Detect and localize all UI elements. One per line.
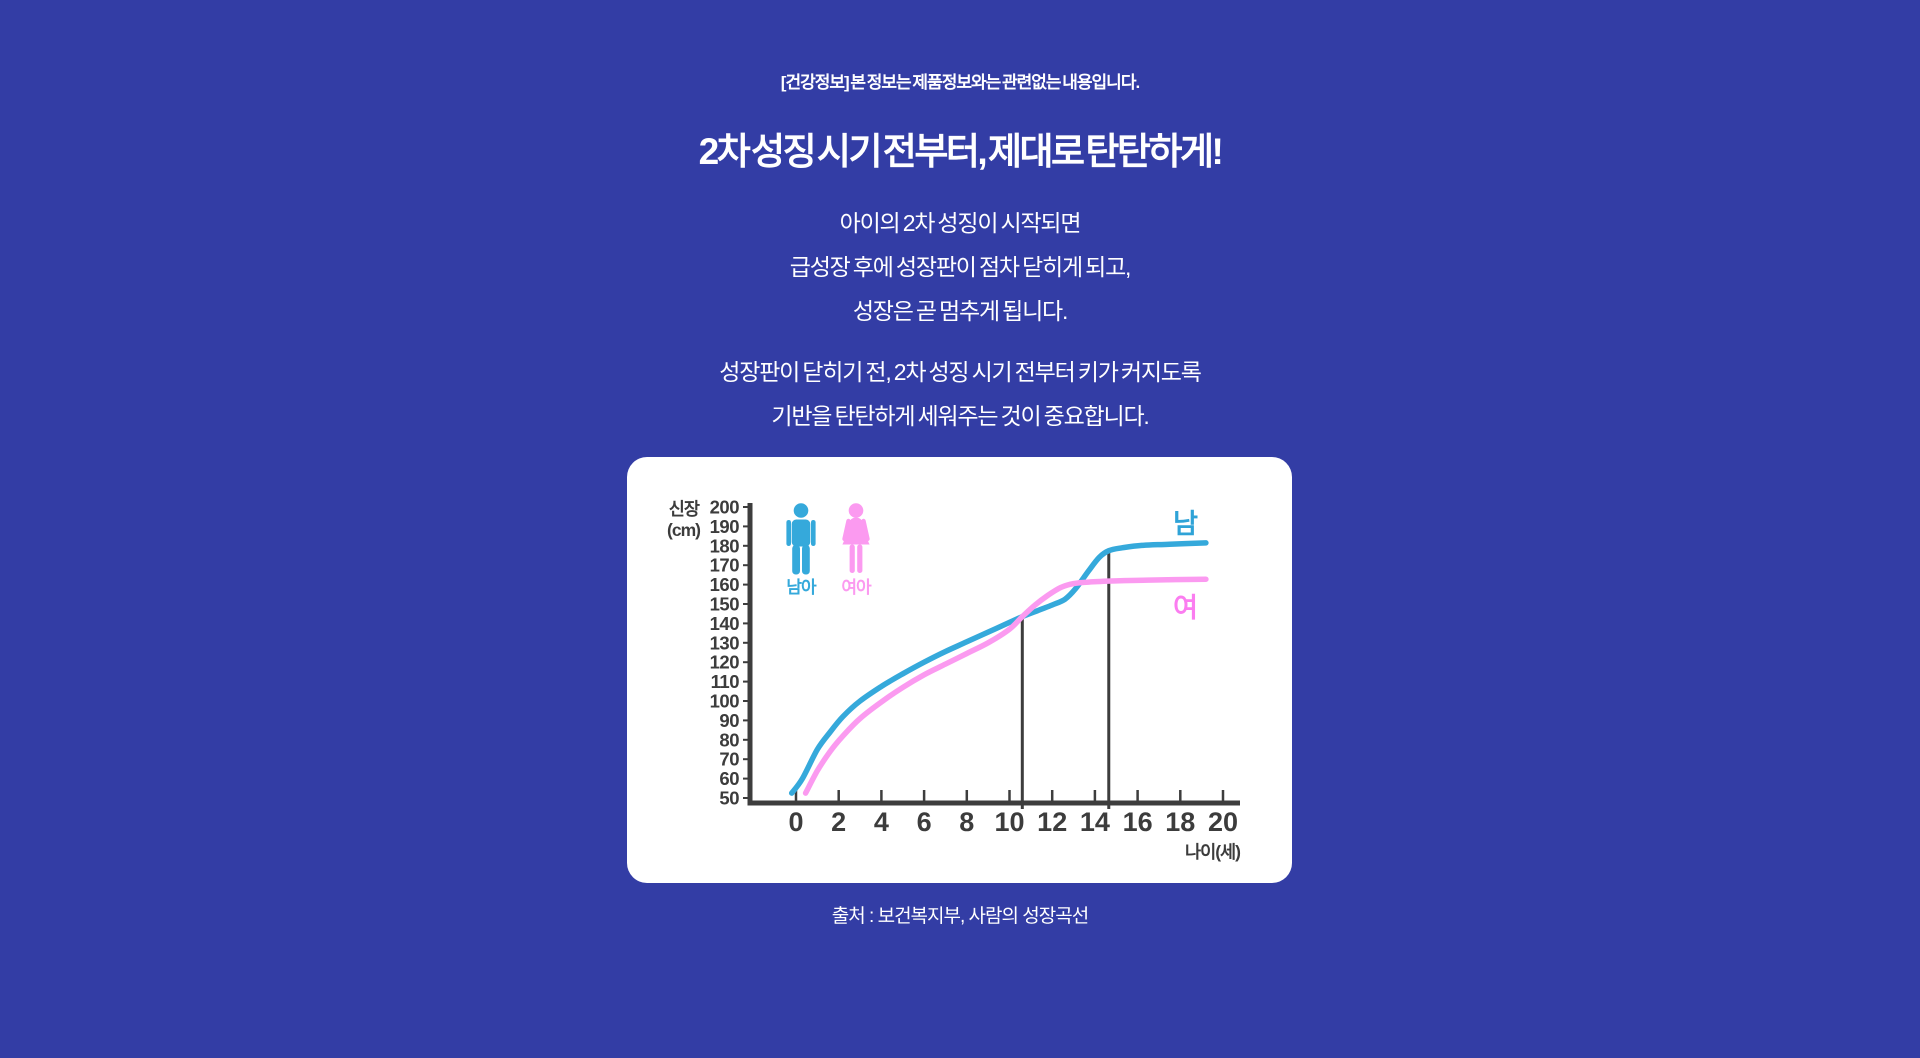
x-tick-label: 18	[1165, 807, 1195, 837]
y-tick-label: 70	[719, 749, 739, 770]
x-tick-label: 2	[831, 807, 846, 837]
legend-label-female: 여아	[841, 578, 872, 597]
series-label-female: 여	[1173, 593, 1197, 623]
male-icon-arm-left	[786, 520, 791, 546]
y-tick-label: 130	[710, 632, 740, 653]
x-tick-label: 0	[788, 807, 803, 837]
y-tick-label: 80	[719, 729, 739, 750]
y-tick-label: 150	[710, 594, 740, 615]
curve-female	[802, 576, 1209, 796]
male-icon-head	[793, 503, 809, 518]
growth-chart-card: 200 190 180 170 160 150 140 130 120 110 100 90 80 70 6…	[627, 457, 1292, 883]
emphasis-paragraph: 성장판이 닫히기 전, 2차 성징 시기 전부터 키가 커지도록 기반을 탄탄하…	[0, 350, 1920, 438]
y-tick-label: 60	[719, 768, 739, 789]
series-label-male: 남	[1173, 509, 1198, 539]
female-icon-head	[848, 503, 864, 518]
x-axis-title: 나이(세)	[1185, 842, 1240, 862]
y-tick-label: 190	[710, 516, 740, 537]
intro-line-2: 급성장 후에 성장판이 점차 닫히게 되고,	[789, 254, 1132, 280]
female-icon-leg-left	[849, 544, 855, 573]
y-tick-label: 170	[710, 555, 740, 576]
male-icon-leg-right	[802, 545, 810, 575]
page-title: 2차 성징 시기 전부터, 제대로 탄탄하게!	[698, 131, 1224, 172]
y-tick-label: 140	[710, 613, 740, 634]
y-tick-label: 110	[711, 671, 740, 692]
y-axis-title-line1: 신장	[669, 499, 700, 519]
intro-paragraph: 아이의 2차 성징이 시작되면 급성장 후에 성장판이 점차 닫히게 되고, 성…	[0, 201, 1920, 333]
y-tick-label: 50	[719, 788, 739, 809]
male-icon-arm-right	[811, 520, 816, 546]
male-icon-leg-left	[792, 545, 800, 575]
x-tick-label: 16	[1123, 807, 1153, 837]
y-tick-label: 120	[710, 652, 740, 673]
disclaimer-text: [건강정보] 본 정보는 제품정보와는 관련없는 내용입니다.	[780, 73, 1140, 92]
intro-line-1: 아이의 2차 성징이 시작되면	[839, 210, 1082, 236]
intro-line-3: 성장은 곧 멈추게 됩니다.	[852, 298, 1069, 324]
x-tick-label: 14	[1080, 807, 1110, 837]
source-caption: 출처 : 보건복지부, 사람의 성장곡선	[831, 906, 1089, 927]
x-tick-label: 4	[874, 807, 889, 837]
x-tick-label: 8	[959, 807, 974, 837]
y-tick-label: 180	[710, 535, 740, 556]
female-icon-dress	[842, 517, 870, 545]
x-tick-label: 6	[917, 807, 932, 837]
legend-label-male: 남아	[786, 578, 817, 597]
y-tick-label: 90	[719, 710, 739, 731]
male-icon-torso	[791, 519, 811, 547]
female-icon-arm-left	[842, 518, 851, 542]
growth-chart-svg: 2001901801701601501401301201101009080706…	[667, 497, 1241, 863]
y-tick-label: 200	[710, 497, 740, 518]
male-icon	[786, 503, 816, 575]
x-tick-label: 20	[1208, 807, 1238, 837]
y-tick-label: 160	[710, 574, 740, 595]
female-icon-leg-right	[857, 544, 863, 573]
y-axis-title-line2: (cm)	[667, 520, 700, 540]
emphasis-line-2: 기반을 탄탄하게 세워주는 것이 중요합니다.	[771, 403, 1149, 429]
emphasis-line-1: 성장판이 닫히기 전, 2차 성징 시기 전부터 키가 커지도록	[719, 359, 1202, 385]
female-icon	[842, 503, 870, 573]
x-tick-label: 10	[994, 807, 1024, 837]
female-icon-arm-right	[861, 518, 870, 542]
y-tick-label: 100	[710, 691, 740, 712]
x-tick-label: 12	[1037, 807, 1067, 837]
curve-male	[788, 540, 1209, 796]
